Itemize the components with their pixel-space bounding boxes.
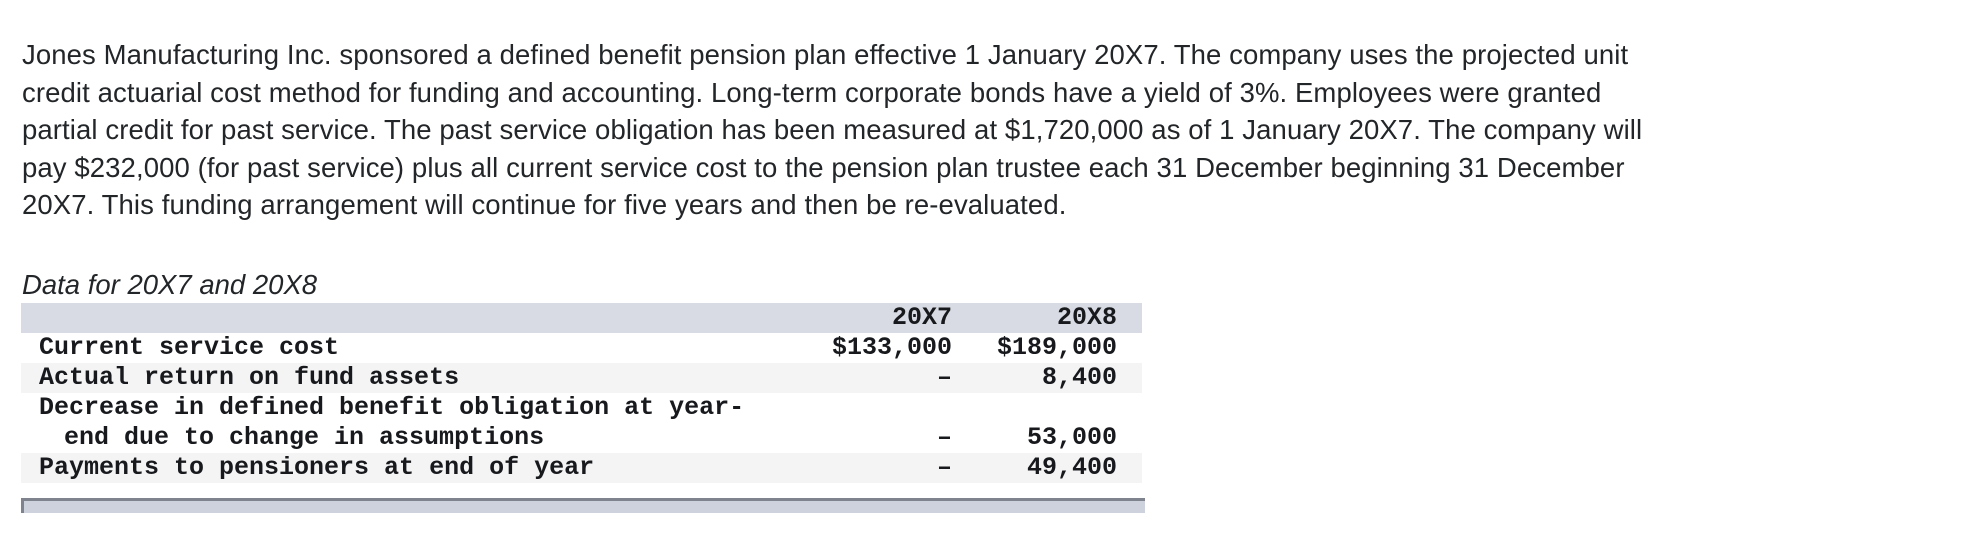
table-header-gutter xyxy=(1117,303,1142,333)
row-value-20x7: – xyxy=(936,423,952,452)
row-gutter xyxy=(1117,363,1142,393)
row-value-20x8: 53,000 xyxy=(1026,423,1117,452)
problem-statement: Jones Manufacturing Inc. sponsored a def… xyxy=(22,36,1642,224)
next-table-clipped-header xyxy=(21,498,1145,513)
row-value-20x8: 49,400 xyxy=(1026,453,1117,482)
problem-statement-line: credit actuarial cost method for funding… xyxy=(22,76,1602,108)
row-gutter xyxy=(1117,393,1142,453)
problem-statement-line: Jones Manufacturing Inc. sponsored a def… xyxy=(22,39,1629,70)
problem-statement-line: 20X7. This funding arrangement will cont… xyxy=(22,189,1067,220)
problem-statement-line: pay $232,000 (for past service) plus all… xyxy=(22,151,1625,183)
row-value-20x8: $189,000 xyxy=(996,333,1117,362)
table-row: Decrease in defined benefit obligation a… xyxy=(21,393,1142,453)
table-row: Current service cost $133,000 $189,000 xyxy=(21,333,1142,363)
row-value-20x7: $133,000 xyxy=(831,333,952,362)
column-header-20x7: 20X7 xyxy=(891,303,952,332)
row-label: Decrease in defined benefit obligation a… xyxy=(39,393,745,452)
pension-data-table: 20X7 20X8 Current service cost $133,000 … xyxy=(21,303,1142,483)
row-gutter xyxy=(1117,333,1142,363)
table-row: Actual return on fund assets – 8,400 xyxy=(21,363,1142,393)
row-label: Actual return on fund assets xyxy=(39,363,460,392)
table-header-row: 20X7 20X8 xyxy=(21,303,1142,333)
data-section-heading: Data for 20X7 and 20X8 xyxy=(22,269,318,300)
row-label: Payments to pensioners at end of year xyxy=(39,453,595,482)
row-value-20x7: – xyxy=(936,363,952,392)
table-header-spacer xyxy=(21,303,752,333)
row-value-20x8: 8,400 xyxy=(1041,363,1117,392)
row-gutter xyxy=(1117,453,1142,483)
problem-statement-line: partial credit for past service. The pas… xyxy=(22,114,1643,145)
column-header-20x8: 20X8 xyxy=(1056,303,1117,332)
table-row: Payments to pensioners at end of year – … xyxy=(21,453,1142,483)
row-label: Current service cost xyxy=(39,333,340,362)
row-value-20x7: – xyxy=(936,453,952,482)
